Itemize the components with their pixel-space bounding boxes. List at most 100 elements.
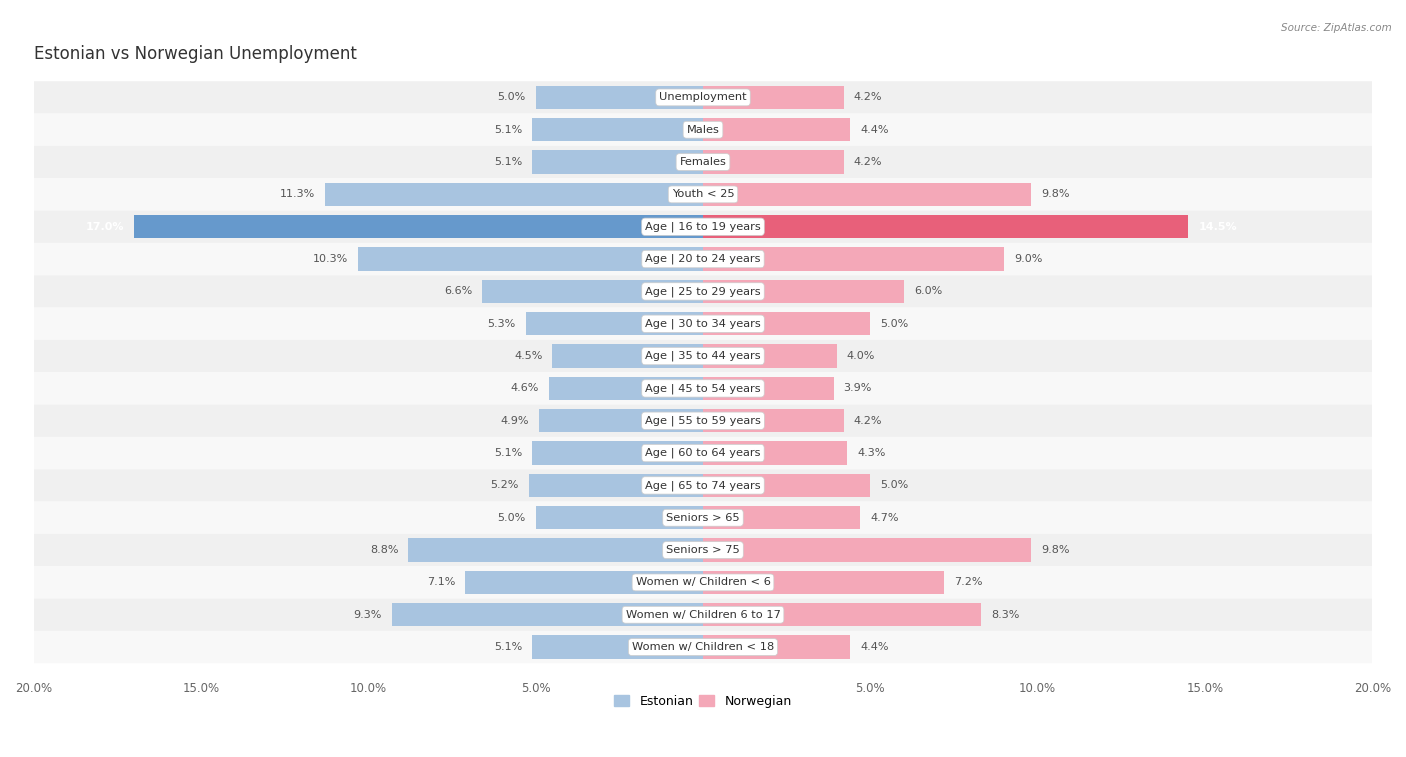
- Text: Youth < 25: Youth < 25: [672, 189, 734, 199]
- FancyBboxPatch shape: [34, 210, 1372, 243]
- Text: 4.4%: 4.4%: [860, 125, 889, 135]
- Text: Estonian vs Norwegian Unemployment: Estonian vs Norwegian Unemployment: [34, 45, 357, 64]
- Bar: [703, 474, 870, 497]
- Text: 5.0%: 5.0%: [880, 319, 908, 329]
- Text: 3.9%: 3.9%: [844, 384, 872, 394]
- Text: 9.3%: 9.3%: [353, 609, 381, 620]
- Bar: [548, 377, 703, 400]
- Bar: [325, 182, 703, 206]
- FancyBboxPatch shape: [34, 631, 1372, 663]
- Bar: [703, 571, 943, 594]
- Text: 9.8%: 9.8%: [1040, 189, 1070, 199]
- Text: 11.3%: 11.3%: [280, 189, 315, 199]
- Text: 17.0%: 17.0%: [86, 222, 124, 232]
- Text: Age | 60 to 64 years: Age | 60 to 64 years: [645, 448, 761, 458]
- Bar: [703, 441, 846, 465]
- Text: Age | 35 to 44 years: Age | 35 to 44 years: [645, 350, 761, 361]
- Bar: [533, 151, 703, 173]
- Bar: [538, 409, 703, 432]
- Legend: Estonian, Norwegian: Estonian, Norwegian: [609, 690, 797, 713]
- FancyBboxPatch shape: [34, 81, 1372, 114]
- Bar: [529, 474, 703, 497]
- FancyBboxPatch shape: [34, 437, 1372, 469]
- Text: Seniors > 75: Seniors > 75: [666, 545, 740, 555]
- Text: Age | 16 to 19 years: Age | 16 to 19 years: [645, 222, 761, 232]
- Bar: [392, 603, 703, 626]
- Text: 6.0%: 6.0%: [914, 286, 942, 297]
- Text: 4.0%: 4.0%: [846, 351, 876, 361]
- Text: 4.6%: 4.6%: [510, 384, 538, 394]
- Text: 4.9%: 4.9%: [501, 416, 529, 425]
- Text: 4.7%: 4.7%: [870, 512, 898, 523]
- Text: 5.1%: 5.1%: [494, 448, 522, 458]
- Text: 5.0%: 5.0%: [498, 92, 526, 102]
- Bar: [703, 151, 844, 173]
- Bar: [703, 344, 837, 368]
- Text: 4.5%: 4.5%: [515, 351, 543, 361]
- Bar: [703, 182, 1031, 206]
- Bar: [134, 215, 703, 238]
- Text: Males: Males: [686, 125, 720, 135]
- FancyBboxPatch shape: [34, 146, 1372, 178]
- Text: Age | 25 to 29 years: Age | 25 to 29 years: [645, 286, 761, 297]
- FancyBboxPatch shape: [34, 243, 1372, 276]
- Text: 5.1%: 5.1%: [494, 125, 522, 135]
- Text: 5.3%: 5.3%: [488, 319, 516, 329]
- Text: 4.2%: 4.2%: [853, 157, 882, 167]
- FancyBboxPatch shape: [34, 502, 1372, 534]
- Bar: [703, 118, 851, 142]
- Bar: [703, 506, 860, 529]
- FancyBboxPatch shape: [34, 372, 1372, 404]
- Text: 5.0%: 5.0%: [880, 481, 908, 491]
- Text: 5.0%: 5.0%: [498, 512, 526, 523]
- Bar: [553, 344, 703, 368]
- Bar: [359, 248, 703, 271]
- Text: Women w/ Children < 6: Women w/ Children < 6: [636, 578, 770, 587]
- Bar: [703, 86, 844, 109]
- FancyBboxPatch shape: [34, 566, 1372, 599]
- Bar: [703, 603, 981, 626]
- FancyBboxPatch shape: [34, 469, 1372, 502]
- Bar: [703, 215, 1188, 238]
- Text: Age | 65 to 74 years: Age | 65 to 74 years: [645, 480, 761, 491]
- Bar: [703, 280, 904, 303]
- Bar: [409, 538, 703, 562]
- Text: Age | 45 to 54 years: Age | 45 to 54 years: [645, 383, 761, 394]
- Text: Unemployment: Unemployment: [659, 92, 747, 102]
- Text: 7.1%: 7.1%: [427, 578, 456, 587]
- Bar: [703, 538, 1031, 562]
- Text: 9.0%: 9.0%: [1014, 254, 1043, 264]
- Text: 4.3%: 4.3%: [858, 448, 886, 458]
- Text: 4.2%: 4.2%: [853, 92, 882, 102]
- FancyBboxPatch shape: [34, 307, 1372, 340]
- Bar: [533, 441, 703, 465]
- Text: Age | 55 to 59 years: Age | 55 to 59 years: [645, 416, 761, 426]
- Text: Age | 30 to 34 years: Age | 30 to 34 years: [645, 319, 761, 329]
- Bar: [703, 377, 834, 400]
- Bar: [703, 409, 844, 432]
- Text: Females: Females: [679, 157, 727, 167]
- Text: 8.3%: 8.3%: [991, 609, 1019, 620]
- FancyBboxPatch shape: [34, 599, 1372, 631]
- Bar: [703, 312, 870, 335]
- FancyBboxPatch shape: [34, 534, 1372, 566]
- Bar: [482, 280, 703, 303]
- Text: Age | 20 to 24 years: Age | 20 to 24 years: [645, 254, 761, 264]
- Bar: [533, 635, 703, 659]
- FancyBboxPatch shape: [34, 114, 1372, 146]
- FancyBboxPatch shape: [34, 276, 1372, 307]
- FancyBboxPatch shape: [34, 340, 1372, 372]
- Text: 7.2%: 7.2%: [955, 578, 983, 587]
- Text: 5.1%: 5.1%: [494, 157, 522, 167]
- Text: Women w/ Children < 18: Women w/ Children < 18: [631, 642, 775, 652]
- Text: 10.3%: 10.3%: [314, 254, 349, 264]
- Bar: [533, 118, 703, 142]
- Bar: [536, 506, 703, 529]
- Text: 9.8%: 9.8%: [1040, 545, 1070, 555]
- Text: Seniors > 65: Seniors > 65: [666, 512, 740, 523]
- Bar: [526, 312, 703, 335]
- Bar: [465, 571, 703, 594]
- Text: 14.5%: 14.5%: [1198, 222, 1237, 232]
- FancyBboxPatch shape: [34, 404, 1372, 437]
- Bar: [703, 248, 1004, 271]
